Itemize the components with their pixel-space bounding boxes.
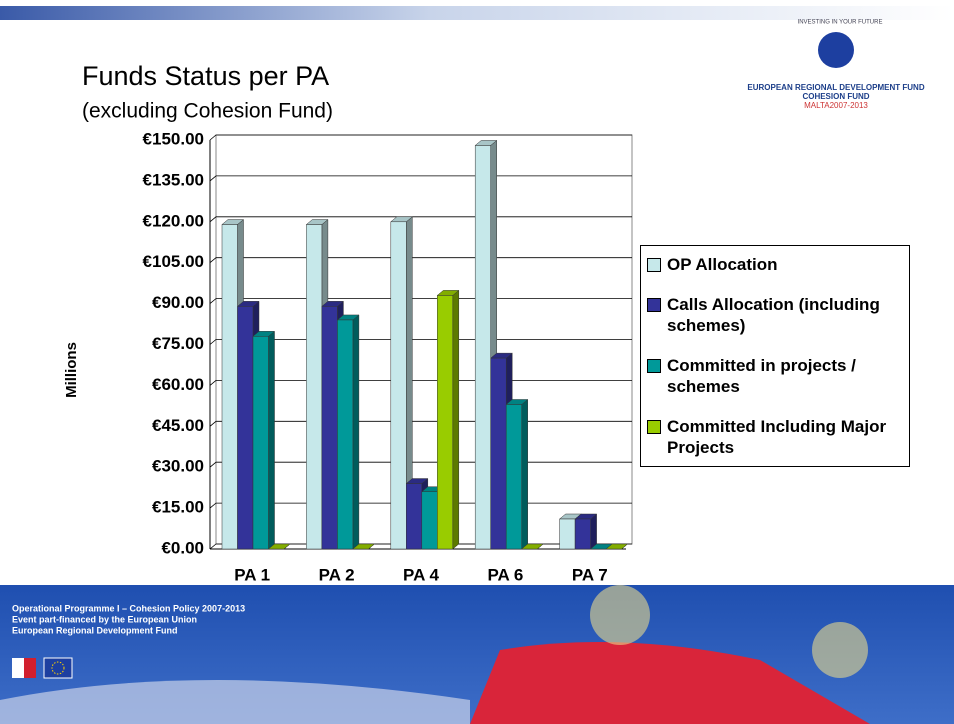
y-tick-label: €45.00 [152, 416, 204, 435]
y-tick-label: €60.00 [152, 375, 204, 394]
top-band [0, 6, 954, 20]
x-tick-label: PA 7 [572, 565, 608, 584]
y-tick-label: €90.00 [152, 293, 204, 312]
malta-flag-red [24, 658, 36, 678]
bar-front [306, 225, 322, 549]
bar-front [238, 306, 254, 549]
bar-front [222, 225, 238, 549]
bar-front [506, 404, 522, 549]
x-tick-label: PA 1 [234, 565, 270, 584]
bar-front [437, 295, 453, 549]
bar-side [522, 399, 528, 549]
y-tick-label: €105.00 [143, 252, 204, 271]
y-tick-label: €120.00 [143, 211, 204, 230]
legend-label: Committed in projects / schemes [667, 355, 903, 397]
eu-flag [44, 658, 72, 678]
bar-side [353, 315, 359, 549]
legend: OP Allocation Calls Allocation (including… [640, 245, 910, 467]
y-tick-label: €75.00 [152, 334, 204, 353]
legend-swatch [647, 298, 661, 312]
bar [437, 290, 459, 549]
logo-globe [818, 32, 854, 68]
legend-label: OP Allocation [667, 254, 778, 275]
legend-item: Committed Including Major Projects [647, 416, 903, 458]
x-tick-label: PA 6 [487, 565, 523, 584]
bar-front [406, 484, 422, 549]
bar-front [337, 320, 353, 549]
footer-text: European Regional Development Fund [12, 625, 178, 635]
chart-title: Funds Status per PA [82, 61, 329, 91]
logo-text: COHESION FUND [802, 92, 869, 101]
logo-text: MALTA2007-2013 [804, 101, 868, 110]
legend-item: Committed in projects / schemes [647, 355, 903, 397]
legend-swatch [647, 420, 661, 434]
bar [253, 331, 275, 549]
legend-label: Committed Including Major Projects [667, 416, 903, 458]
y-tick-label: €30.00 [152, 457, 204, 476]
logo-motto: INVESTING IN YOUR FUTURE [798, 20, 883, 26]
legend-item: OP Allocation [647, 254, 903, 275]
y-tick-label: €135.00 [143, 170, 204, 189]
bar-front [391, 222, 407, 549]
bar-front [475, 145, 491, 549]
y-tick-label: €150.00 [143, 129, 204, 148]
bar-front [253, 336, 269, 549]
legend-swatch [647, 258, 661, 272]
bar-front [322, 306, 338, 549]
bar-front [560, 519, 576, 549]
bar-front [422, 492, 438, 549]
star [590, 585, 650, 645]
bar-front [491, 358, 507, 549]
bar [506, 399, 528, 549]
footer-text: Operational Programme I – Cohesion Polic… [12, 603, 245, 613]
star [812, 622, 868, 678]
legend-swatch [647, 359, 661, 373]
chart-subtitle: (excluding Cohesion Fund) [82, 100, 333, 123]
bar-side [269, 331, 275, 549]
slide: Operational Programme I – Cohesion Polic… [0, 0, 954, 724]
bar [575, 514, 597, 549]
legend-item: Calls Allocation (including schemes) [647, 294, 903, 336]
y-tick-label: €15.00 [152, 498, 204, 517]
bar-side [453, 290, 459, 549]
footer-text: Event part-financed by the European Unio… [12, 614, 197, 624]
y-axis-label: Millions [63, 342, 80, 398]
legend-label: Calls Allocation (including schemes) [667, 294, 903, 336]
y-tick-label: €0.00 [161, 538, 204, 557]
x-tick-label: PA 2 [319, 565, 355, 584]
bar-front [575, 519, 591, 549]
logo-text: EUROPEAN REGIONAL DEVELOPMENT FUND [747, 83, 924, 92]
malta-flag-white [12, 658, 24, 678]
x-tick-label: PA 4 [403, 565, 439, 584]
bar [337, 315, 359, 549]
bar-side [591, 514, 597, 549]
